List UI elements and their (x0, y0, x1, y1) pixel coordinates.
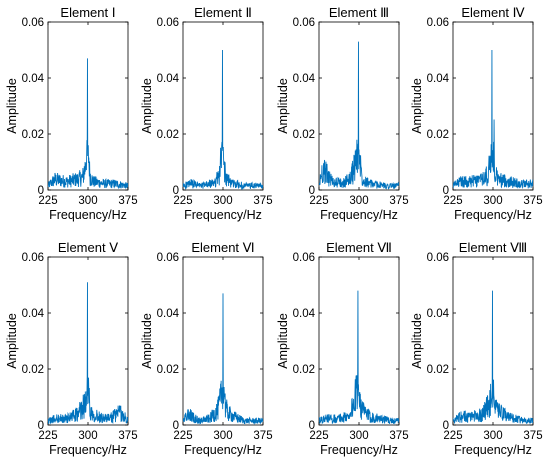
panel-title: Element Ⅶ (326, 240, 392, 255)
x-tick-label: 225 (443, 430, 462, 442)
x-axis-label: Frequency/Hz (320, 208, 398, 222)
x-tick-label: 225 (38, 195, 57, 207)
panel-title: Element Ⅳ (461, 5, 524, 20)
y-tick-label: 0.04 (157, 308, 180, 320)
y-axis-label: Amplitude (5, 78, 19, 134)
panel-3: Element Ⅲ 0 0.02 0.04 0.06 225 300 375Frequency… (276, 5, 409, 222)
panel-6: Element Ⅵ 0 0.02 0.04 0.06 225 300 375Frequency… (140, 240, 273, 457)
y-tick-label: 0.04 (293, 308, 316, 320)
x-tick-label: 225 (309, 195, 328, 207)
x-axis-label: Frequency/Hz (184, 443, 262, 457)
y-axis-label: Amplitude (5, 313, 19, 369)
x-tick-label: 300 (483, 195, 502, 207)
x-tick-label: 375 (118, 195, 137, 207)
x-axis-label: Frequency/Hz (49, 443, 127, 457)
x-tick-label: 375 (523, 430, 542, 442)
panel-4: Element Ⅳ 0 0.02 0.04 0.06 225 300 375Frequency… (410, 5, 543, 222)
y-tick-label: 0.06 (22, 17, 44, 29)
y-tick-label: 0 (173, 185, 179, 197)
panel-title: Element Ⅷ (459, 240, 527, 255)
y-axis-label: Amplitude (410, 313, 424, 369)
x-tick-label: 375 (523, 195, 542, 207)
panel-title: Element Ⅱ (194, 5, 252, 20)
y-tick-label: 0 (38, 420, 44, 432)
x-axis-label: Frequency/Hz (184, 208, 262, 222)
x-tick-label: 300 (213, 430, 232, 442)
y-tick-label: 0.02 (22, 129, 44, 141)
x-tick-label: 375 (118, 430, 137, 442)
x-tick-label: 225 (173, 430, 192, 442)
x-tick-label: 300 (349, 430, 368, 442)
x-tick-label: 375 (253, 430, 272, 442)
x-tick-label: 375 (389, 430, 408, 442)
y-tick-label: 0.04 (22, 73, 45, 85)
panel-7: Element Ⅶ 0 0.02 0.04 0.06 225 300 375Frequency… (276, 240, 409, 457)
y-tick-label: 0.02 (157, 364, 179, 376)
y-tick-label: 0.04 (22, 308, 45, 320)
panel-8: Element Ⅷ 0 0.02 0.04 0.06 225 300 375Frequency… (410, 240, 543, 457)
y-axis-label: Amplitude (140, 313, 154, 369)
x-tick-label: 300 (213, 195, 232, 207)
spectrum-line (319, 290, 399, 425)
y-tick-label: 0.04 (427, 73, 450, 85)
y-tick-label: 0 (309, 420, 315, 432)
x-tick-label: 225 (173, 195, 192, 207)
panel-title: Element Ⅲ (329, 5, 389, 20)
y-tick-label: 0 (443, 185, 449, 197)
panel-title: Element Ⅵ (191, 240, 254, 255)
y-tick-label: 0.06 (22, 252, 44, 264)
y-tick-label: 0 (443, 420, 449, 432)
x-axis-label: Frequency/Hz (49, 208, 127, 222)
x-tick-label: 300 (349, 195, 368, 207)
x-tick-label: 375 (253, 195, 272, 207)
y-axis-label: Amplitude (410, 78, 424, 134)
y-tick-label: 0.04 (293, 73, 316, 85)
spectrum-line (183, 293, 263, 425)
x-tick-label: 225 (443, 195, 462, 207)
y-tick-label: 0.02 (293, 364, 315, 376)
y-tick-label: 0.02 (157, 129, 179, 141)
y-axis-label: Amplitude (276, 78, 290, 134)
y-tick-label: 0.02 (427, 364, 449, 376)
y-tick-label: 0 (173, 420, 179, 432)
x-tick-label: 375 (389, 195, 408, 207)
panel-1: Element Ⅰ 0 0.02 0.04 0.06 225 300 375Frequency… (5, 5, 138, 222)
x-tick-label: 300 (78, 195, 97, 207)
y-tick-label: 0.04 (157, 73, 180, 85)
y-tick-label: 0.06 (427, 17, 449, 29)
x-tick-label: 225 (38, 430, 57, 442)
y-tick-label: 0.04 (427, 308, 450, 320)
y-tick-label: 0.06 (293, 252, 315, 264)
x-tick-label: 300 (78, 430, 97, 442)
y-tick-label: 0.02 (293, 129, 315, 141)
panel-title: Element Ⅰ (60, 5, 115, 20)
panel-2: Element Ⅱ 0 0.02 0.04 0.06 225 300 375Frequency… (140, 5, 273, 222)
x-tick-label: 300 (483, 430, 502, 442)
x-axis-label: Frequency/Hz (454, 208, 532, 222)
y-tick-label: 0 (309, 185, 315, 197)
y-tick-label: 0 (38, 185, 44, 197)
spectrum-line (453, 49, 533, 189)
x-axis-label: Frequency/Hz (454, 443, 532, 457)
y-tick-label: 0.06 (157, 17, 179, 29)
y-tick-label: 0.02 (427, 129, 449, 141)
panel-5: Element Ⅴ 0 0.02 0.04 0.06 225 300 375Frequency… (5, 240, 138, 457)
y-tick-label: 0.06 (157, 252, 179, 264)
y-tick-label: 0.02 (22, 364, 44, 376)
spectrum-line (48, 58, 128, 190)
spectrum-line (453, 290, 533, 425)
y-tick-label: 0.06 (427, 252, 449, 264)
x-tick-label: 225 (309, 430, 328, 442)
x-axis-label: Frequency/Hz (320, 443, 398, 457)
spectrum-line (48, 282, 128, 425)
spectrum-line (319, 41, 399, 190)
panel-title: Element Ⅴ (58, 240, 118, 255)
y-axis-label: Amplitude (140, 78, 154, 134)
spectrum-line (183, 49, 263, 190)
y-tick-label: 0.06 (293, 17, 315, 29)
y-axis-label: Amplitude (276, 313, 290, 369)
